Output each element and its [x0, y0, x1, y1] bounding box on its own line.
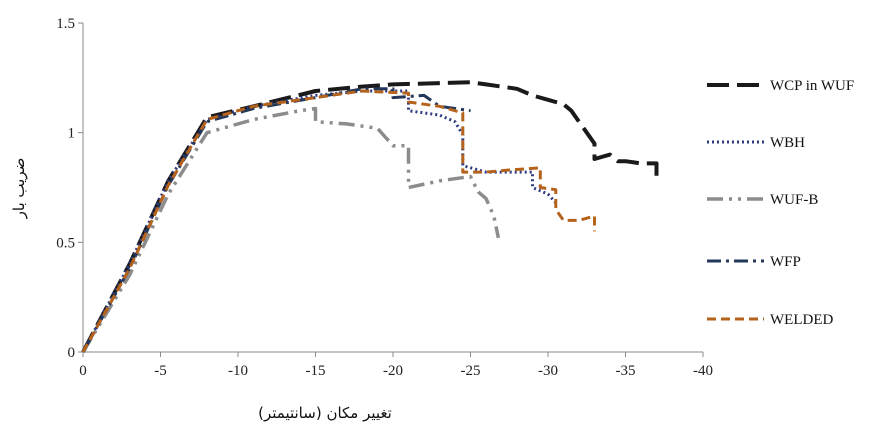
series-line-4: [81, 87, 471, 353]
series-line-1: [81, 80, 659, 353]
legend-item: WUF-B: [707, 192, 818, 208]
x-tick-label: -35: [616, 363, 636, 379]
x-tick-label: -10: [228, 363, 248, 379]
y-tick-label: 0.5: [56, 235, 75, 251]
legend-item: WCP in WUF: [707, 78, 854, 94]
series-line-3: [81, 106, 501, 353]
x-tick-label: -30: [538, 363, 558, 379]
legend-label: WBH: [770, 135, 805, 151]
legend-item: WFP: [707, 254, 801, 270]
x-tick-label: -5: [154, 363, 167, 379]
x-tick-label: -20: [383, 363, 403, 379]
y-tick-label: 0: [68, 345, 76, 361]
series-line-5: [81, 89, 596, 353]
x-tick-label: -40: [693, 363, 713, 379]
legend-item: WELDED: [707, 312, 833, 328]
legend: WCP in WUF WBH WUF-B WFP WELDED: [707, 78, 854, 328]
axes: 0 -5 -10 -15 -20 -25 -30 -35 -40 0 0.5 1 1.5: [56, 16, 713, 379]
x-tick-label: 0: [79, 363, 87, 379]
y-tick-label: 1: [68, 126, 76, 142]
legend-label: WFP: [770, 254, 801, 270]
legend-label: WELDED: [770, 312, 833, 328]
y-tick-label: 1.5: [56, 16, 75, 32]
legend-label: WUF-B: [770, 192, 818, 208]
x-tick-label: -15: [306, 363, 326, 379]
y-axis-title: ضریب بار: [10, 158, 28, 220]
x-tick-label: -25: [461, 363, 481, 379]
legend-label: WCP in WUF: [770, 78, 854, 94]
series-line-2: [81, 89, 557, 353]
series-layer: [81, 80, 659, 353]
x-axis-title: تغییر مکان (سانتیمتر): [258, 404, 392, 422]
legend-item: WBH: [707, 135, 805, 151]
